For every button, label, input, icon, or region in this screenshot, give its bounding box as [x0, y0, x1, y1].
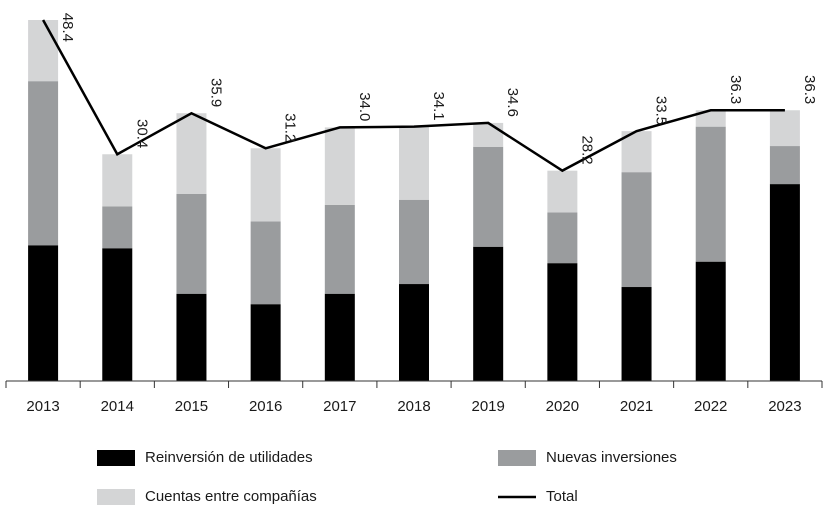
data-label: 28.2 — [578, 135, 595, 164]
bar-segment — [621, 172, 652, 288]
bar-segment — [250, 148, 281, 222]
data-label: 34.1 — [430, 91, 447, 120]
bar-segment — [399, 284, 429, 381]
bar-segment — [473, 122, 504, 147]
x-tick-label: 2020 — [546, 398, 579, 415]
data-label: 34.0 — [356, 92, 373, 121]
bar-segment — [28, 245, 59, 381]
x-tick-label: 2018 — [397, 398, 430, 415]
data-label: 36.3 — [727, 75, 744, 104]
bar-segment — [769, 146, 800, 185]
bar-segment — [102, 154, 133, 207]
bar-segment — [399, 199, 429, 285]
data-label: 31.2 — [282, 113, 299, 142]
bar-segment — [547, 263, 578, 381]
bar-segment — [176, 193, 207, 294]
bar-segment — [28, 20, 59, 82]
legend-label: Cuentas entre compañías — [145, 488, 317, 505]
x-tick-label: 2022 — [694, 398, 727, 415]
data-label: 48.4 — [59, 13, 76, 42]
bar-segment — [176, 113, 207, 194]
bar-segment — [102, 206, 133, 249]
x-tick-label: 2013 — [26, 398, 59, 415]
legend-label: Reinversión de utilidades — [145, 449, 313, 466]
x-tick-label: 2023 — [768, 398, 801, 415]
bar-segment — [176, 293, 207, 381]
data-label: 30.4 — [133, 119, 150, 148]
bar-segment — [399, 126, 429, 200]
bar-segment — [250, 221, 281, 305]
bar-segment — [695, 110, 726, 127]
x-tick-label: 2019 — [471, 398, 504, 415]
legend-swatch — [498, 450, 536, 466]
x-tick-label: 2014 — [101, 398, 134, 415]
bar-segment — [547, 212, 578, 264]
bar-segment — [324, 293, 355, 381]
bar-segment — [324, 204, 355, 294]
bar-segment — [621, 287, 652, 381]
total-line — [41, 19, 785, 173]
x-tick-label: 2017 — [323, 398, 356, 415]
data-label: 34.6 — [504, 88, 521, 117]
bar-segment — [324, 127, 355, 205]
x-tick-label: 2016 — [249, 398, 282, 415]
bar-segment — [102, 248, 133, 381]
bar-segment — [250, 304, 281, 381]
legend-label: Nuevas inversiones — [546, 449, 677, 466]
x-tick-label: 2015 — [175, 398, 208, 415]
legend-swatch — [97, 489, 135, 505]
bar-segment — [695, 261, 726, 381]
bar-segment — [695, 126, 726, 262]
data-label: 33.5 — [653, 96, 670, 125]
data-label: 36.3 — [801, 75, 818, 104]
data-label: 35.9 — [207, 78, 224, 107]
bar-segment — [769, 110, 800, 147]
bar-segment — [473, 146, 504, 247]
x-tick-label: 2021 — [620, 398, 653, 415]
bar-segment — [473, 246, 504, 381]
legend-label: Total — [546, 488, 578, 505]
bar-segment — [547, 170, 578, 213]
bar-segment — [28, 81, 59, 246]
bar-segment — [621, 131, 652, 173]
bar-segment — [769, 184, 800, 381]
legend-swatch — [97, 450, 135, 466]
